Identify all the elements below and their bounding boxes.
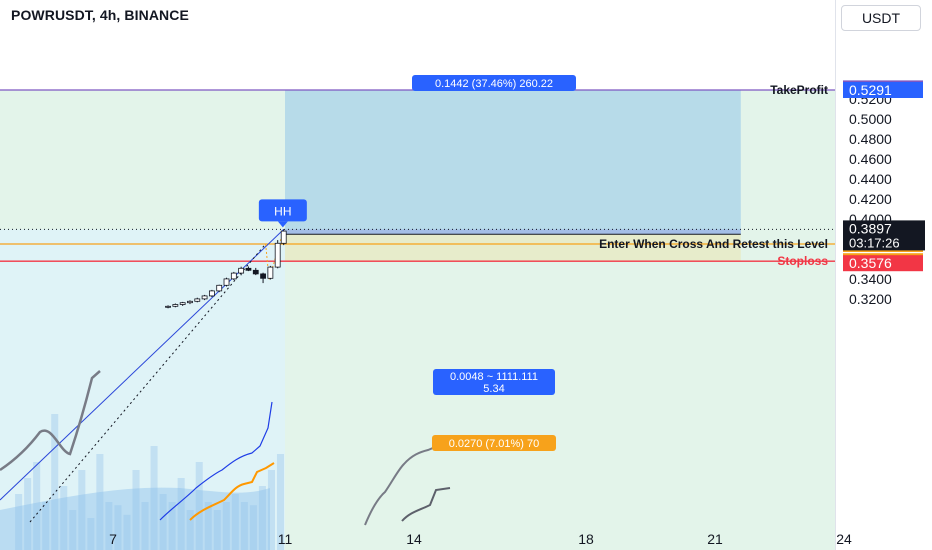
stop-label: 0.0270 (7.01%) 70: [432, 435, 556, 451]
candle-body: [165, 305, 171, 308]
y-tick-label: 0.4600: [849, 151, 892, 167]
candle-body: [260, 273, 266, 279]
volume-bar: [141, 502, 149, 550]
hh-label-text: HH: [274, 204, 291, 218]
candle-body: [252, 269, 259, 275]
x-tick-label: 21: [707, 531, 723, 547]
volume-bar: [168, 502, 176, 550]
position-center-label-text: 0.0048 ~ 1111.111: [450, 371, 538, 383]
candle-body: [238, 267, 245, 274]
channel-lower-line: [29, 243, 267, 523]
volume-ma-area: [0, 487, 270, 550]
candle-body: [179, 302, 186, 305]
ma-dark-projection: [401, 487, 451, 522]
stop-label-text: 0.0270 (7.01%) 70: [449, 438, 540, 450]
hh-label-box: [258, 199, 307, 222]
candle-body: [194, 298, 201, 302]
y-tick-label: 0.5000: [849, 111, 892, 127]
candle-body: [223, 278, 230, 286]
x-tick-label: 11: [278, 531, 293, 547]
candle-body: [274, 242, 281, 268]
volume-bar: [87, 518, 95, 550]
price-badge-text: 0.5291: [849, 82, 892, 98]
volume-bar: [150, 446, 158, 550]
x-tick-label: 18: [578, 531, 594, 547]
hh-label-pointer: [277, 221, 288, 228]
y-tick-label: 0.3200: [849, 291, 892, 307]
candle-body: [216, 284, 223, 292]
ma-grey-line: [0, 370, 101, 472]
candle-body: [187, 300, 193, 304]
entry-line-label: Enter When Cross And Retest this Level: [599, 237, 828, 251]
volume-bar: [177, 478, 185, 550]
price-axis-separator: [835, 0, 836, 550]
volume-bar: [15, 494, 23, 550]
volume-bar: [24, 478, 32, 550]
position-center-label-box: [433, 369, 555, 395]
price-badge: [843, 255, 923, 272]
price-badge-text: 0.3576: [849, 255, 892, 271]
volume-bar: [186, 510, 194, 550]
volume-bar: [123, 514, 131, 550]
y-tick-label: 0.4400: [849, 171, 892, 187]
volume-bar: [159, 494, 167, 550]
volume-bar: [231, 494, 239, 550]
x-tick-label: 7: [109, 531, 117, 547]
y-tick-label: 0.4800: [849, 131, 892, 147]
candle-body: [230, 272, 237, 280]
volume-bar: [42, 502, 50, 550]
ma-orange-line: [189, 462, 275, 521]
candle-body: [245, 267, 252, 271]
candle-body: [280, 230, 287, 244]
y-tick-label: 0.3400: [849, 271, 892, 287]
x-tick-label: 14: [406, 531, 422, 547]
countdown-text: 03:17:26: [849, 235, 900, 250]
volume-bar: [60, 486, 68, 550]
volume-bar: [132, 470, 140, 550]
volume-bar: [240, 502, 248, 550]
currency-selector-button[interactable]: USDT: [841, 5, 921, 31]
take-profit-zone: [285, 90, 741, 235]
takeprofit-line-label: TakeProfit: [770, 83, 828, 97]
volume-bar: [258, 486, 266, 550]
candle-body: [201, 295, 208, 300]
volume-bar: [213, 510, 221, 550]
price-badge: [843, 82, 923, 98]
ma-blue-line: [159, 401, 273, 521]
stop-loss-zone: [285, 234, 741, 262]
volume-bar: [51, 414, 59, 550]
y-tick-label: 0.4200: [849, 191, 892, 207]
candle-body: [208, 290, 215, 297]
current-price-badge: [843, 220, 925, 251]
candle-body: [267, 266, 274, 279]
stoploss-line-label: Stoploss: [777, 254, 828, 268]
target-label-text: 0.1442 (37.46%) 260.22: [435, 78, 553, 90]
volume-bar: [96, 454, 104, 550]
current-price-text: 0.3897: [849, 220, 892, 236]
position-center-label-text: 5.34: [483, 383, 504, 395]
volume-bar: [33, 462, 41, 550]
volume-bar: [105, 502, 113, 550]
volume-bar: [204, 502, 212, 550]
symbol-title: POWRUSDT, 4h, BINANCE: [11, 7, 189, 23]
candle-body: [172, 304, 179, 307]
x-tick-label: 24: [836, 531, 852, 547]
stop-label-box: [432, 435, 556, 451]
entry-band: [285, 229, 741, 235]
target-label: 0.1442 (37.46%) 260.22: [412, 75, 576, 91]
volume-bar: [78, 470, 86, 550]
target-label-box: [412, 75, 576, 91]
volume-bar: [249, 505, 257, 550]
ma-grey-projection: [364, 444, 441, 526]
volume-bar: [114, 505, 122, 550]
volume-bar: [69, 510, 77, 550]
volume-bar: [276, 454, 284, 550]
volume-bar: [195, 462, 203, 550]
volume-bar: [267, 470, 275, 550]
volume-bar: [222, 502, 230, 550]
